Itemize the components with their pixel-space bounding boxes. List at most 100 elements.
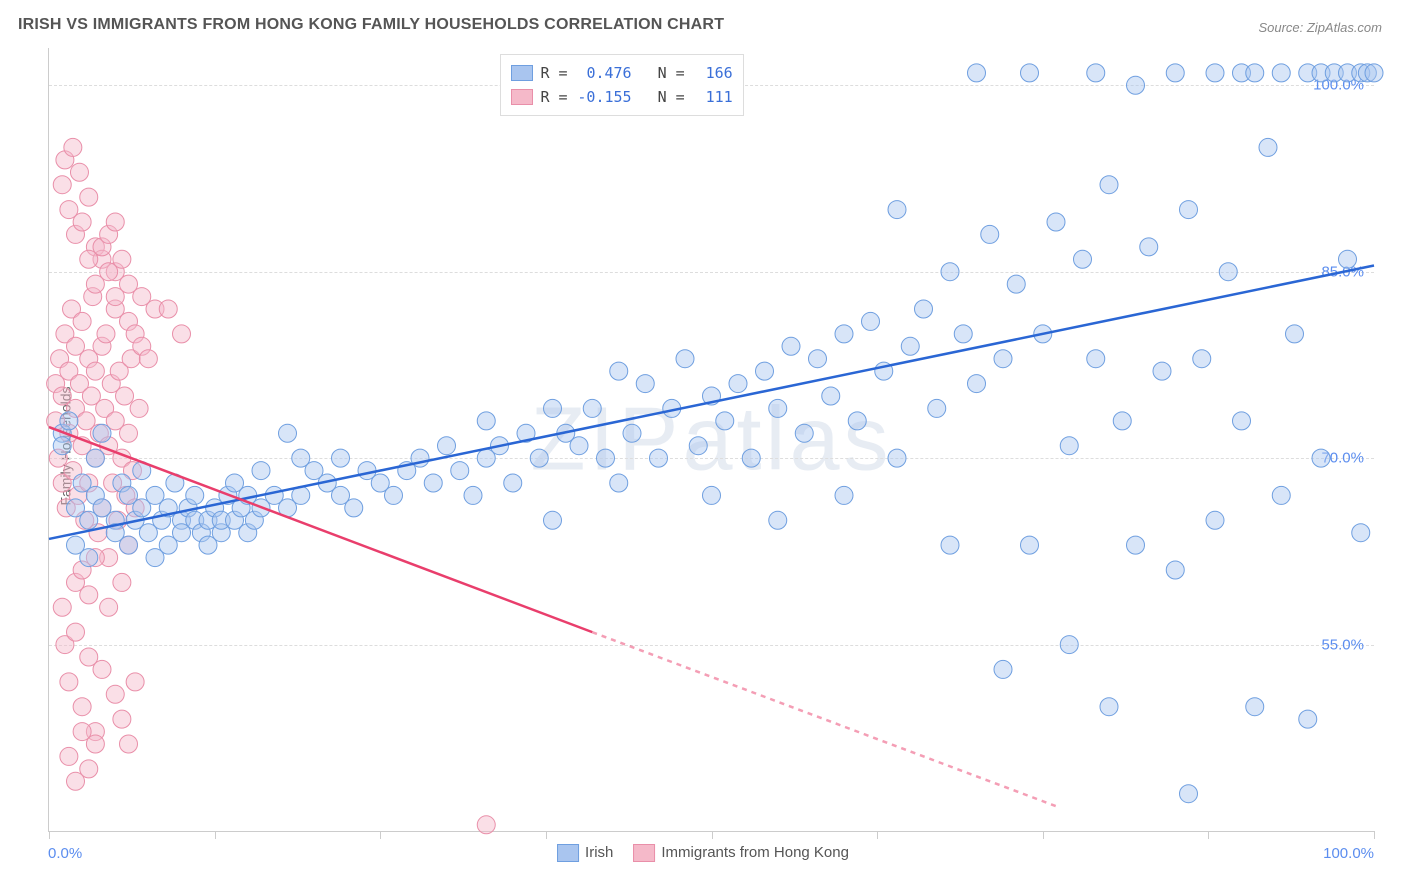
data-point xyxy=(73,213,91,231)
data-point xyxy=(1312,449,1330,467)
data-point xyxy=(332,449,350,467)
x-tick xyxy=(1208,831,1209,839)
data-point xyxy=(60,673,78,691)
correlation-legend: R = 0.476 N = 166 R = -0.155 N = 111 xyxy=(500,54,744,116)
data-point xyxy=(173,325,191,343)
data-point xyxy=(345,499,363,517)
data-point xyxy=(822,387,840,405)
x-tick xyxy=(1043,831,1044,839)
data-point xyxy=(544,511,562,529)
data-point xyxy=(1272,64,1290,82)
data-point xyxy=(86,362,104,380)
data-point xyxy=(106,288,124,306)
legend-swatch-hongkong-icon xyxy=(633,844,655,862)
data-point xyxy=(120,536,138,554)
data-point xyxy=(1206,511,1224,529)
legend-n-label: N = xyxy=(658,85,685,109)
data-point xyxy=(954,325,972,343)
data-point xyxy=(1021,64,1039,82)
data-point xyxy=(477,816,495,834)
data-point xyxy=(70,163,88,181)
data-point xyxy=(139,350,157,368)
data-point xyxy=(477,412,495,430)
data-point xyxy=(279,424,297,442)
chart-svg xyxy=(49,48,1374,831)
data-point xyxy=(80,760,98,778)
data-point xyxy=(583,399,601,417)
data-point xyxy=(106,213,124,231)
data-point xyxy=(636,375,654,393)
legend-row-hongkong: R = -0.155 N = 111 xyxy=(511,85,733,109)
x-tick xyxy=(1374,831,1375,839)
data-point xyxy=(689,437,707,455)
series-legend: Irish Immigrants from Hong Kong xyxy=(557,844,849,862)
data-point xyxy=(1206,64,1224,82)
data-point xyxy=(53,598,71,616)
data-point xyxy=(130,399,148,417)
x-tick xyxy=(380,831,381,839)
chart-container: IRISH VS IMMIGRANTS FROM HONG KONG FAMIL… xyxy=(0,0,1406,892)
data-point xyxy=(716,412,734,430)
chart-title: IRISH VS IMMIGRANTS FROM HONG KONG FAMIL… xyxy=(18,16,724,34)
data-point xyxy=(113,710,131,728)
data-point xyxy=(769,511,787,529)
data-point xyxy=(80,586,98,604)
data-point xyxy=(862,312,880,330)
data-point xyxy=(1193,350,1211,368)
data-point xyxy=(116,387,134,405)
legend-n-value-irish: 166 xyxy=(693,61,733,85)
x-tick xyxy=(712,831,713,839)
data-point xyxy=(186,486,204,504)
legend-n-label: N = xyxy=(658,61,685,85)
data-point xyxy=(97,325,115,343)
data-point xyxy=(1365,64,1383,82)
data-point xyxy=(729,375,747,393)
legend-swatch-hongkong xyxy=(511,89,533,105)
data-point xyxy=(782,337,800,355)
data-point xyxy=(80,549,98,567)
data-point xyxy=(1007,275,1025,293)
data-point xyxy=(1352,524,1370,542)
data-point xyxy=(1087,350,1105,368)
data-point xyxy=(1140,238,1158,256)
legend-r-value-irish: 0.476 xyxy=(576,61,632,85)
source-attribution: Source: ZipAtlas.com xyxy=(1258,20,1382,35)
trend-line xyxy=(49,427,592,632)
trend-line xyxy=(592,632,1056,806)
data-point xyxy=(424,474,442,492)
data-point xyxy=(86,735,104,753)
data-point xyxy=(676,350,694,368)
data-point xyxy=(941,536,959,554)
data-point xyxy=(120,735,138,753)
data-point xyxy=(504,474,522,492)
data-point xyxy=(597,449,615,467)
data-point xyxy=(1246,64,1264,82)
data-point xyxy=(848,412,866,430)
data-point xyxy=(1246,698,1264,716)
data-point xyxy=(756,362,774,380)
x-axis-start-label: 0.0% xyxy=(48,845,82,862)
data-point xyxy=(1153,362,1171,380)
data-point xyxy=(1180,201,1198,219)
legend-label-hongkong: Immigrants from Hong Kong xyxy=(661,844,849,861)
data-point xyxy=(544,399,562,417)
data-point xyxy=(1060,636,1078,654)
data-point xyxy=(928,399,946,417)
legend-label-irish: Irish xyxy=(585,844,613,861)
legend-item-hongkong: Immigrants from Hong Kong xyxy=(633,844,849,862)
legend-swatch-irish xyxy=(511,65,533,81)
data-point xyxy=(809,350,827,368)
data-point xyxy=(67,623,85,641)
data-point xyxy=(1272,486,1290,504)
data-point xyxy=(60,747,78,765)
data-point xyxy=(1127,76,1145,94)
data-point xyxy=(73,312,91,330)
source-link[interactable]: ZipAtlas.com xyxy=(1307,20,1382,35)
data-point xyxy=(93,660,111,678)
data-point xyxy=(1339,250,1357,268)
data-point xyxy=(106,685,124,703)
data-point xyxy=(1087,64,1105,82)
legend-r-value-hongkong: -0.155 xyxy=(576,85,632,109)
data-point xyxy=(113,250,131,268)
data-point xyxy=(1074,250,1092,268)
